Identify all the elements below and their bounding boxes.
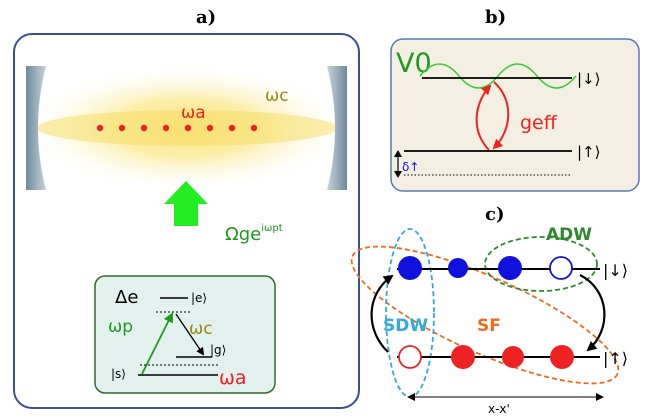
lattice-potential-wave <box>419 63 577 89</box>
atom <box>96 124 104 132</box>
atom <box>250 124 258 132</box>
spin-up-atom <box>451 345 475 369</box>
adw-ellipse <box>484 236 598 292</box>
panel-b-label: b) <box>485 7 506 28</box>
spin-down-atom <box>398 256 422 280</box>
level-diagram-box <box>94 275 276 394</box>
atom <box>228 124 236 132</box>
spin-up-empty-site <box>398 345 422 369</box>
state-s-label: |s⟩ <box>111 367 126 381</box>
detuning-label: Δe <box>115 287 138 308</box>
left-mirror <box>26 66 46 190</box>
spin-up-atom <box>550 345 574 369</box>
cavity-frequency-label: ωc <box>265 86 289 106</box>
right-transfer-arrow <box>579 274 606 352</box>
sdw-label: SDW <box>383 316 428 336</box>
detuning-arrow <box>394 150 402 178</box>
cavity-transition-arrow <box>175 313 205 356</box>
detuning-label-b: δ↑ <box>402 160 419 174</box>
pump-arrow <box>164 181 208 226</box>
state-g-label: |g⟩ <box>210 343 226 357</box>
atom-frequency-label: ωa <box>181 103 206 123</box>
potential-label: V0 <box>396 48 432 79</box>
cavity-atoms <box>96 124 258 132</box>
coupling-label: geff <box>520 112 558 134</box>
atom <box>140 124 148 132</box>
level-atom-frequency-label: ωa <box>219 367 247 389</box>
state-up-label-c: |↑⟩ <box>603 349 628 368</box>
distance-axis-arrow <box>407 393 604 401</box>
spin-up-atoms <box>398 345 574 369</box>
pump-frequency-label: ωp <box>108 317 133 337</box>
panel-a-label: a) <box>196 7 216 28</box>
spin-down-atom <box>448 258 468 278</box>
atom <box>184 124 192 132</box>
state-up-label-b: |↑⟩ <box>577 143 600 161</box>
panel-c-label: c) <box>485 204 504 225</box>
left-transfer-arrow <box>370 274 394 353</box>
right-mirror <box>327 66 347 190</box>
sdw-ellipse <box>385 228 435 398</box>
level-cavity-frequency-label: ωc <box>189 319 213 339</box>
state-down-label-c: |↓⟩ <box>603 261 628 280</box>
adw-label: ADW <box>546 225 592 245</box>
spin-down-atom <box>498 256 522 280</box>
pump-field-label: Ωgeiωpt <box>225 223 283 245</box>
pump-transition-arrow <box>141 312 173 375</box>
atom <box>206 124 214 132</box>
spin-up-atom <box>502 346 524 368</box>
atom <box>162 124 170 132</box>
sf-label: SF <box>477 316 501 336</box>
distance-axis-label: x-x' <box>488 402 510 416</box>
coupling-arrow-up <box>475 84 492 151</box>
atom <box>118 124 126 132</box>
spin-down-atoms <box>398 256 573 280</box>
spin-down-empty-site <box>549 256 573 280</box>
state-down-label-b: |↓⟩ <box>577 70 600 88</box>
coupling-arrow-down <box>492 81 510 150</box>
state-e-label: |e⟩ <box>191 291 207 305</box>
panel-b-frame <box>390 38 640 192</box>
